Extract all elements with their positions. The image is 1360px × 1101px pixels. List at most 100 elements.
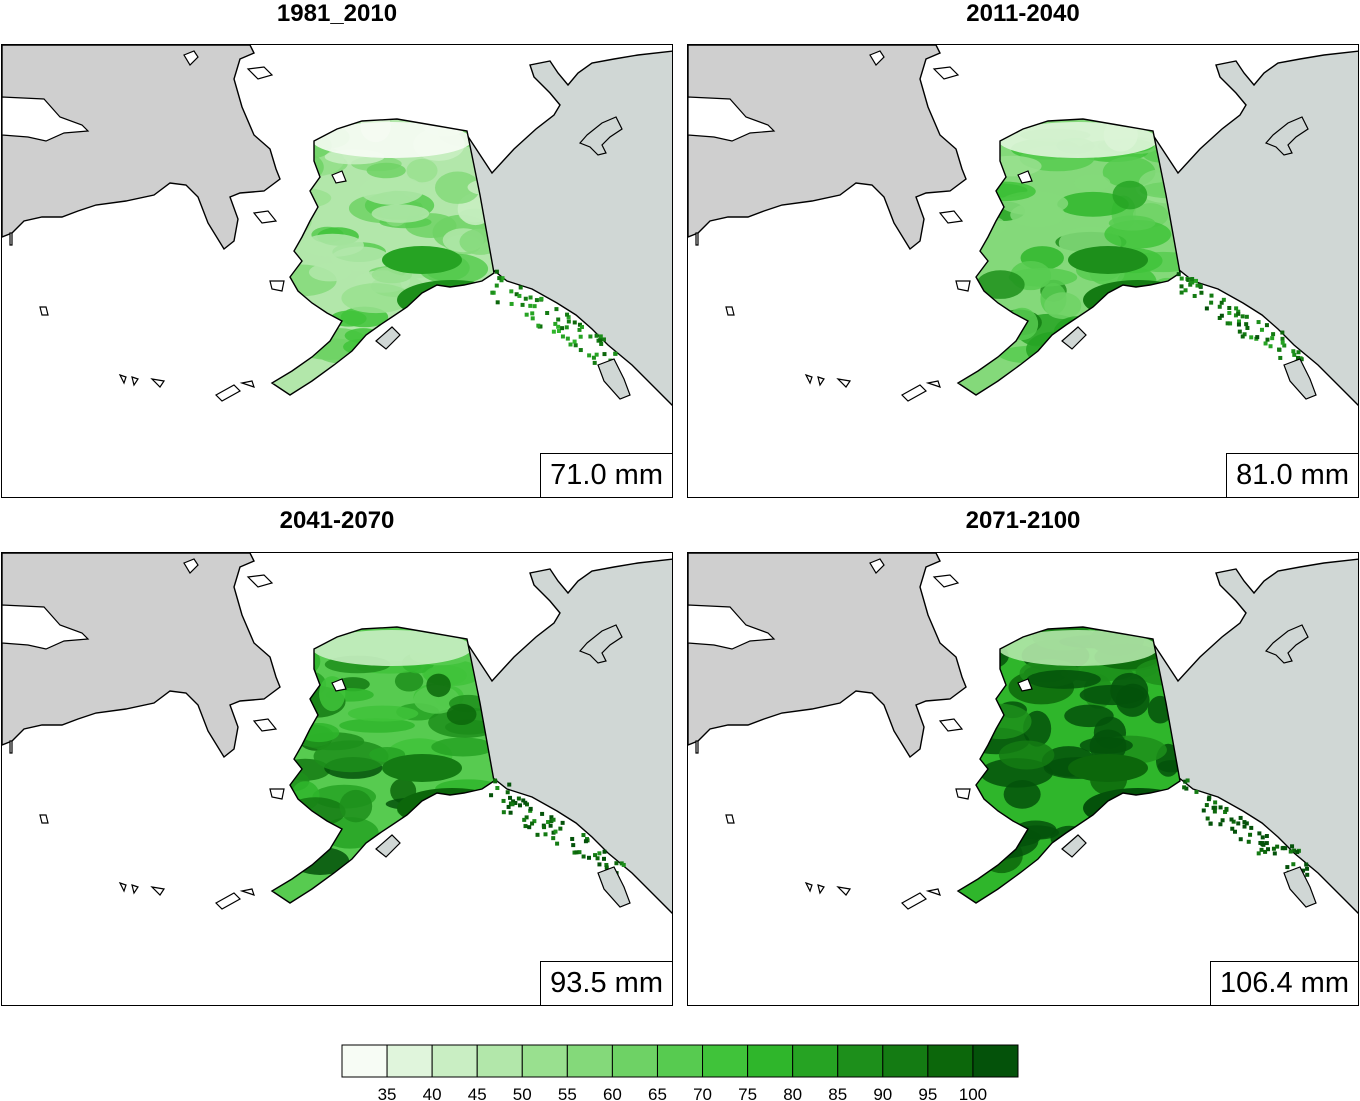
island bbox=[901, 892, 927, 910]
island bbox=[836, 886, 852, 896]
island bbox=[804, 373, 813, 385]
russia-landmass bbox=[688, 45, 967, 251]
canada-landmass bbox=[466, 50, 672, 406]
color-bar-swatch bbox=[566, 1044, 613, 1078]
island bbox=[938, 718, 964, 732]
island bbox=[375, 326, 401, 350]
color-bar-tick-label: 35 bbox=[378, 1085, 397, 1101]
color-bar-swatch bbox=[656, 1044, 704, 1078]
alaska-outline bbox=[956, 626, 1181, 904]
alaska-map bbox=[2, 45, 672, 406]
island bbox=[1061, 326, 1087, 350]
map-panel-2071-2100: 106.4 mm bbox=[687, 552, 1359, 1006]
island bbox=[817, 376, 825, 387]
russia-landmass bbox=[2, 45, 281, 251]
island bbox=[578, 624, 623, 664]
island bbox=[836, 378, 852, 388]
panel-title-1981-2010: 1981_2010 bbox=[276, 0, 398, 27]
island bbox=[215, 384, 241, 402]
island bbox=[695, 740, 699, 754]
precip-field bbox=[272, 119, 494, 395]
island bbox=[118, 881, 127, 893]
color-bar-swatch bbox=[792, 1044, 839, 1078]
color-bar-tick-label: 45 bbox=[468, 1085, 487, 1101]
panel-title-2071-2100: 2071-2100 bbox=[965, 507, 1081, 534]
island bbox=[150, 378, 166, 388]
island bbox=[695, 232, 699, 246]
island bbox=[938, 210, 964, 224]
alaska-outline bbox=[270, 626, 495, 904]
island bbox=[1264, 116, 1309, 156]
canada-landmass bbox=[466, 558, 672, 914]
color-bar-swatch bbox=[927, 1044, 974, 1078]
color-bar-swatch bbox=[521, 1044, 568, 1078]
map-panel-1981-2010: 71.0 mm bbox=[1, 44, 673, 498]
island bbox=[9, 232, 13, 246]
color-bar-swatch bbox=[837, 1044, 884, 1078]
island bbox=[932, 574, 960, 588]
island bbox=[39, 814, 49, 824]
color-bar-swatch bbox=[341, 1044, 388, 1078]
precip-field bbox=[958, 119, 1180, 395]
color-bar-tick-label: 75 bbox=[738, 1085, 757, 1101]
color-bar-tick-label: 70 bbox=[693, 1085, 712, 1101]
island bbox=[131, 376, 139, 387]
island bbox=[901, 384, 927, 402]
map-panel-2011-2040: 81.0 mm bbox=[687, 44, 1359, 498]
island bbox=[1017, 170, 1033, 184]
island bbox=[239, 380, 255, 388]
island bbox=[118, 373, 127, 385]
island bbox=[1264, 624, 1309, 664]
color-bar-tick-label: 90 bbox=[873, 1085, 892, 1101]
island bbox=[817, 884, 825, 895]
color-bar-tick-label: 50 bbox=[513, 1085, 532, 1101]
color-bar-swatch bbox=[386, 1044, 433, 1078]
color-bar-tick-label: 55 bbox=[558, 1085, 577, 1101]
island bbox=[269, 788, 285, 800]
canada-landmass bbox=[1152, 558, 1358, 914]
island bbox=[869, 50, 885, 66]
alaska-map bbox=[688, 553, 1358, 914]
island bbox=[331, 678, 347, 692]
russia-landmass bbox=[688, 553, 967, 759]
island bbox=[239, 888, 255, 896]
alaska-map bbox=[688, 45, 1358, 406]
color-bar-tick-label: 40 bbox=[423, 1085, 442, 1101]
island bbox=[252, 718, 278, 732]
color-bar-tick-label: 60 bbox=[603, 1085, 622, 1101]
mean-value-label: 93.5 mm bbox=[540, 961, 672, 1005]
panel-title-2011-2040: 2011-2040 bbox=[966, 0, 1080, 27]
island bbox=[932, 66, 960, 80]
color-bar-swatch bbox=[882, 1044, 929, 1078]
alaska-outline bbox=[956, 118, 1181, 396]
precip-field bbox=[272, 627, 494, 903]
island bbox=[9, 740, 13, 754]
island bbox=[597, 358, 631, 400]
island bbox=[269, 280, 285, 292]
color-bar-tick-label: 65 bbox=[648, 1085, 667, 1101]
island bbox=[804, 881, 813, 893]
panel-title-2041-2070: 2041-2070 bbox=[279, 507, 395, 534]
island bbox=[925, 888, 941, 896]
island bbox=[955, 280, 971, 292]
island bbox=[39, 306, 49, 316]
island bbox=[869, 558, 885, 574]
color-bar-swatch bbox=[747, 1044, 794, 1078]
color-bar-swatch bbox=[476, 1044, 523, 1078]
panhandle-cells bbox=[489, 778, 626, 882]
island bbox=[597, 866, 631, 908]
alaska-outline bbox=[270, 118, 495, 396]
color-bar-tick-label: 100 bbox=[959, 1085, 987, 1101]
mean-value-label: 71.0 mm bbox=[540, 453, 672, 497]
precip-field bbox=[958, 627, 1180, 903]
chukotka-coast bbox=[2, 604, 90, 650]
island bbox=[246, 574, 274, 588]
island bbox=[215, 892, 241, 910]
island bbox=[183, 50, 199, 66]
mean-value-label: 106.4 mm bbox=[1210, 961, 1358, 1005]
color-bar-legend: 35 40 45 50 55 60 65 70 75 80 85 90 95 100 bbox=[341, 1044, 1019, 1101]
island bbox=[1283, 358, 1317, 400]
color-bar-tick-label: 80 bbox=[783, 1085, 802, 1101]
chukotka-coast bbox=[688, 604, 776, 650]
island bbox=[246, 66, 274, 80]
